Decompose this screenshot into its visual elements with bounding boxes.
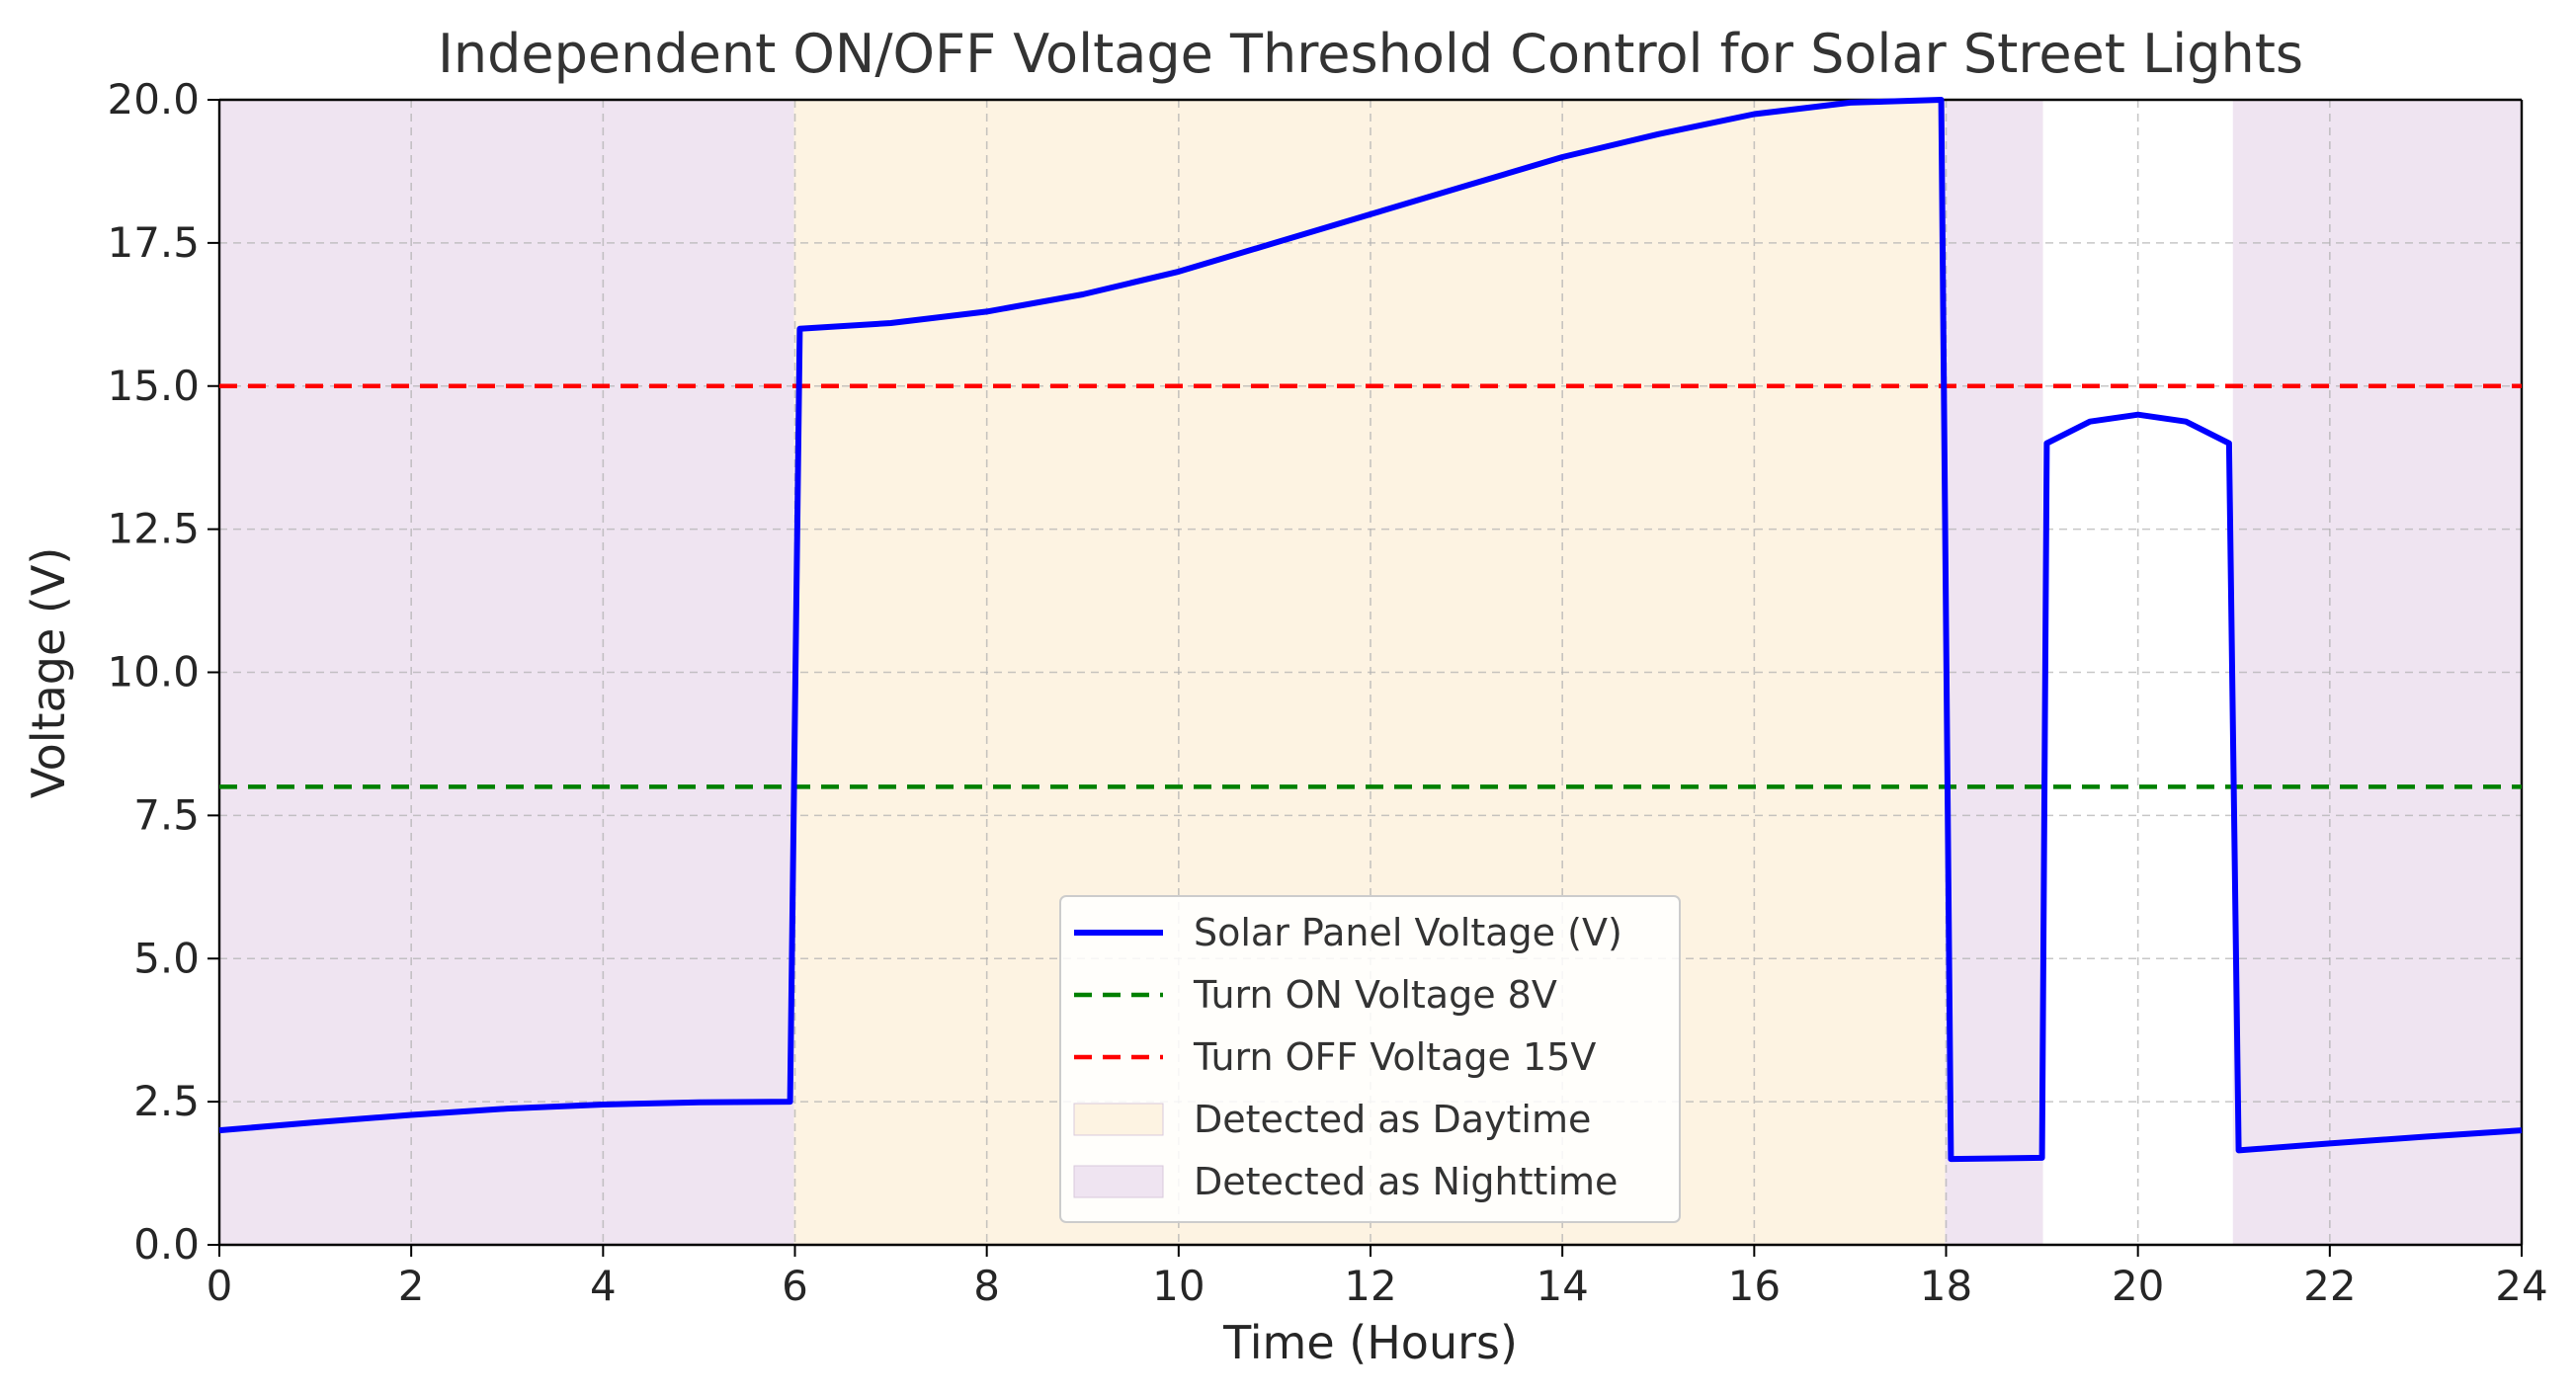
legend-box [1059, 895, 1681, 1223]
x-tick-label-8: 16 [1728, 1262, 1781, 1310]
x-tick-label-9: 18 [1920, 1262, 1972, 1310]
legend-swatch-3 [1073, 1103, 1164, 1136]
y-tick-label-0: 0.0 [133, 1220, 200, 1269]
x-axis-title: Time (Hours) [1222, 1316, 1518, 1369]
x-tick-label-2: 4 [590, 1262, 617, 1310]
legend-label-0: Solar Panel Voltage (V) [1194, 911, 1622, 954]
y-tick-label-8: 20.0 [107, 75, 200, 123]
x-tick-label-11: 22 [2303, 1262, 2356, 1310]
legend-item-2: Turn OFF Voltage 15V [1074, 1035, 1596, 1079]
x-tick-label-5: 10 [1152, 1262, 1205, 1310]
y-axis-title: Voltage (V) [22, 547, 75, 799]
legend-item-0: Solar Panel Voltage (V) [1074, 911, 1622, 954]
x-tick-label-6: 12 [1344, 1262, 1396, 1310]
axes: 0 2 4 6 8 10 12 14 16 18 20 22 240.02.55.07.510.012.… [107, 75, 2547, 1310]
y-tick-label-2: 5.0 [133, 934, 200, 982]
series-lines [218, 97, 2523, 1163]
legend-label-1: Turn ON Voltage 8V [1193, 973, 1557, 1017]
x-tick-label-12: 24 [2495, 1262, 2547, 1310]
legend-item-4: Detected as Nighttime [1073, 1160, 1618, 1203]
y-tick-label-3: 7.5 [133, 790, 200, 839]
legend-swatch-4 [1073, 1165, 1164, 1198]
legend-item-3: Detected as Daytime [1073, 1098, 1591, 1141]
series-line-solar-panel-voltage-v [218, 97, 2523, 1163]
legend: Solar Panel Voltage (V) Turn ON Voltage 8… [1059, 895, 1681, 1223]
chart-title: Independent ON/OFF Voltage Threshold Con… [438, 23, 2303, 85]
x-tick-label-10: 20 [2112, 1262, 2164, 1310]
y-tick-label-4: 10.0 [107, 648, 200, 697]
y-tick-label-5: 12.5 [107, 505, 200, 553]
x-tick-label-7: 14 [1536, 1262, 1588, 1310]
legend-label-2: Turn OFF Voltage 15V [1193, 1035, 1596, 1079]
legend-item-1: Turn ON Voltage 8V [1074, 973, 1557, 1017]
y-tick-label-7: 17.5 [107, 218, 200, 267]
y-tick-label-1: 2.5 [133, 1077, 200, 1125]
y-tick-label-6: 15.0 [107, 362, 200, 410]
legend-label-3: Detected as Daytime [1194, 1098, 1591, 1141]
x-tick-label-3: 6 [782, 1262, 808, 1310]
x-tick-label-0: 0 [207, 1262, 233, 1310]
x-tick-label-4: 8 [973, 1262, 1000, 1310]
legend-label-4: Detected as Nighttime [1194, 1160, 1618, 1203]
x-tick-label-1: 2 [398, 1262, 425, 1310]
shaded-region-0 [218, 99, 796, 1246]
